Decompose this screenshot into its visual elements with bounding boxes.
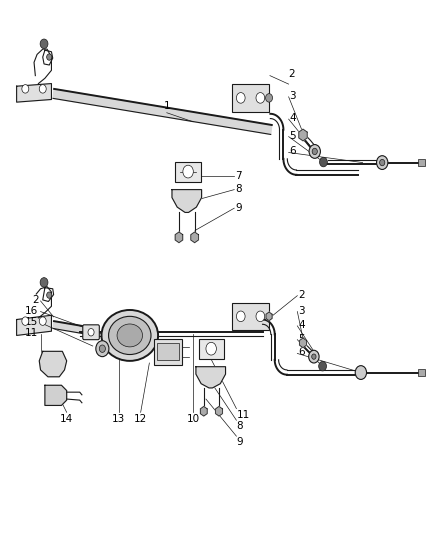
Circle shape <box>47 292 52 298</box>
Text: 15: 15 <box>25 317 39 327</box>
Ellipse shape <box>109 317 151 354</box>
Polygon shape <box>215 407 223 416</box>
Polygon shape <box>45 385 67 406</box>
Text: 13: 13 <box>112 414 126 424</box>
Text: 6: 6 <box>290 147 296 157</box>
Circle shape <box>40 278 48 287</box>
Circle shape <box>265 94 272 102</box>
Text: 7: 7 <box>235 172 242 181</box>
Text: 12: 12 <box>134 414 147 424</box>
Bar <box>232 303 269 330</box>
Polygon shape <box>299 129 307 141</box>
Circle shape <box>320 157 327 167</box>
Text: 8: 8 <box>237 421 243 431</box>
Text: 4: 4 <box>290 113 296 123</box>
Polygon shape <box>196 367 226 388</box>
Circle shape <box>256 311 265 321</box>
Polygon shape <box>39 351 67 377</box>
Circle shape <box>237 311 245 321</box>
Bar <box>232 84 269 112</box>
Text: 16: 16 <box>25 305 39 316</box>
Circle shape <box>309 144 321 158</box>
Circle shape <box>47 54 52 60</box>
Ellipse shape <box>117 324 142 347</box>
Text: 11: 11 <box>237 410 250 419</box>
Text: 5: 5 <box>298 334 305 344</box>
Text: 2: 2 <box>298 289 305 300</box>
Circle shape <box>377 156 388 169</box>
Circle shape <box>380 159 385 166</box>
Circle shape <box>99 345 106 352</box>
Circle shape <box>312 148 318 155</box>
Circle shape <box>39 317 46 325</box>
Bar <box>154 339 182 365</box>
Text: 14: 14 <box>60 414 73 424</box>
Polygon shape <box>53 321 98 336</box>
Text: 6: 6 <box>298 348 305 358</box>
Polygon shape <box>175 232 183 243</box>
Text: 9: 9 <box>237 437 243 447</box>
Circle shape <box>309 350 319 363</box>
Text: 8: 8 <box>235 184 242 194</box>
Circle shape <box>96 341 109 357</box>
Polygon shape <box>17 84 51 102</box>
Text: 4: 4 <box>298 320 305 330</box>
Circle shape <box>355 366 367 379</box>
Circle shape <box>183 165 193 178</box>
Polygon shape <box>200 407 207 416</box>
Bar <box>157 343 179 360</box>
Circle shape <box>312 354 316 359</box>
Circle shape <box>22 85 29 93</box>
Text: 2: 2 <box>289 69 295 79</box>
Text: 10: 10 <box>186 414 199 424</box>
Circle shape <box>206 342 216 355</box>
Polygon shape <box>172 190 201 213</box>
Text: 11: 11 <box>25 328 39 338</box>
Text: 3: 3 <box>290 91 296 101</box>
Text: 1: 1 <box>163 101 170 111</box>
Bar <box>418 369 425 376</box>
Polygon shape <box>191 232 198 243</box>
Polygon shape <box>53 89 272 134</box>
Text: 9: 9 <box>235 203 242 213</box>
Circle shape <box>40 39 48 49</box>
Circle shape <box>237 93 245 103</box>
Circle shape <box>256 93 265 103</box>
FancyBboxPatch shape <box>176 161 201 182</box>
Text: 3: 3 <box>298 305 305 316</box>
Text: 2: 2 <box>32 295 39 305</box>
Circle shape <box>319 361 326 371</box>
Ellipse shape <box>102 310 158 361</box>
Circle shape <box>22 317 29 325</box>
FancyBboxPatch shape <box>83 325 99 340</box>
Circle shape <box>39 85 46 93</box>
Text: 5: 5 <box>290 131 296 141</box>
Bar <box>418 159 425 166</box>
Circle shape <box>88 328 94 336</box>
FancyBboxPatch shape <box>198 338 224 359</box>
Polygon shape <box>17 316 51 335</box>
Polygon shape <box>266 312 272 320</box>
Polygon shape <box>300 338 307 348</box>
